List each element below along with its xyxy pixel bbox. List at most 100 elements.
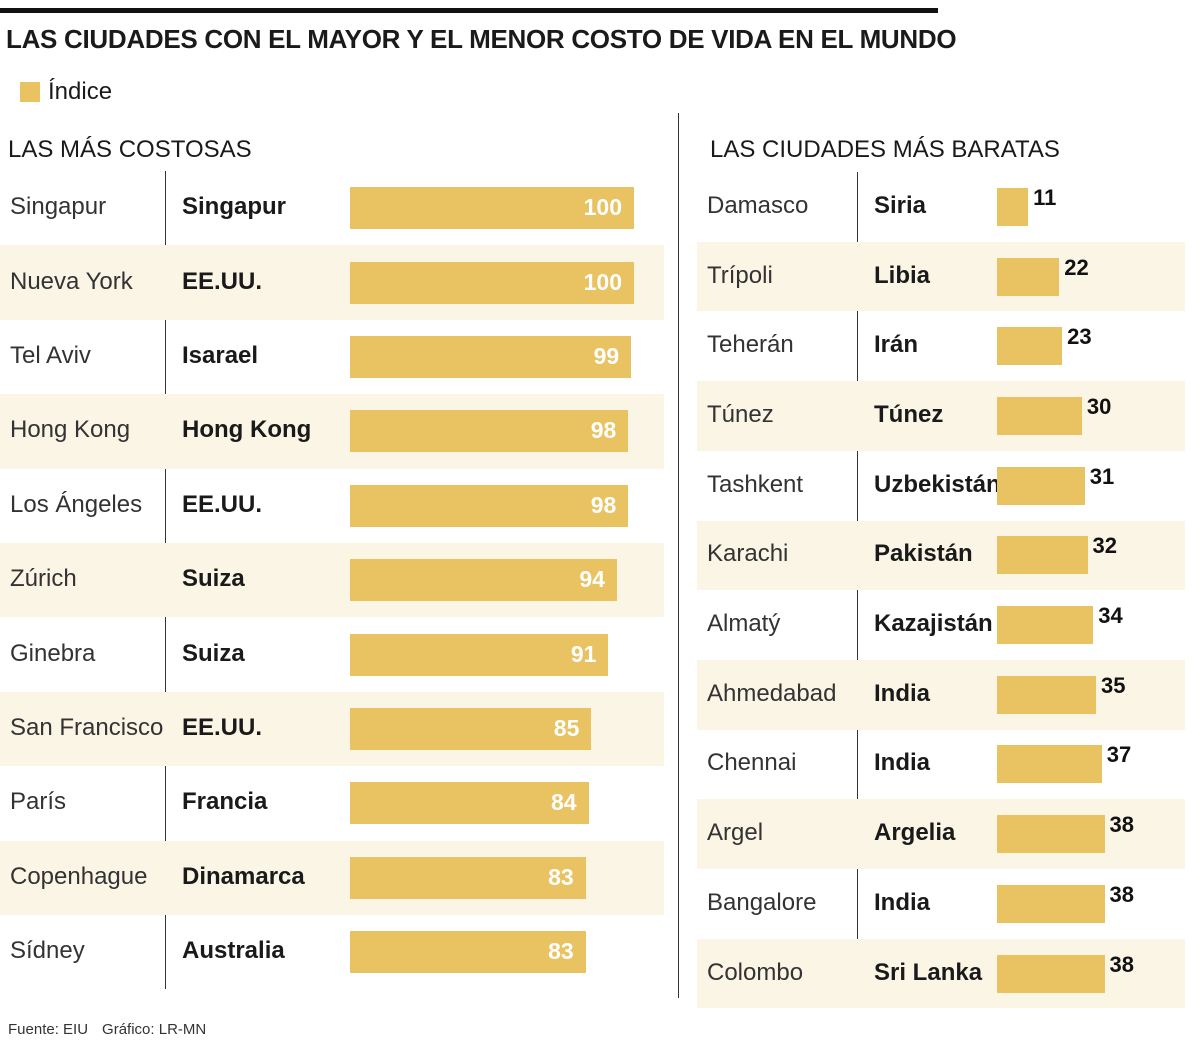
value-label: 94 (579, 566, 605, 593)
value-label: 85 (553, 715, 580, 741)
value-label: 83 (548, 938, 574, 965)
legend: Índice (20, 78, 112, 106)
value-label: 100 (583, 268, 622, 295)
bar (997, 815, 1105, 854)
country-label: Siria (874, 191, 927, 219)
value-label: 34 (1098, 603, 1123, 629)
bar (350, 336, 632, 378)
city-label: Ahmedabad (707, 679, 837, 707)
city-label: Los Ángeles (10, 490, 143, 518)
city-label: Almatý (707, 610, 781, 638)
value-label: 83 (548, 863, 574, 890)
legend-swatch (20, 82, 40, 102)
top-rule (0, 8, 938, 13)
bar (350, 856, 586, 899)
bar (350, 931, 586, 974)
panel-divider (678, 113, 679, 998)
value-label: 38 (1109, 951, 1135, 977)
country-label: India (874, 749, 931, 777)
bar (350, 261, 634, 304)
city-label: Singapur (10, 193, 107, 221)
bar (997, 675, 1097, 714)
right-panel-title: LAS CIUDADES MÁS BARATAS (710, 136, 1060, 163)
footer: Fuente: EIU Gráfico: LR-MN (8, 1021, 206, 1038)
value-label: 38 (1109, 812, 1135, 838)
city-label: Tel Aviv (10, 342, 91, 369)
bar (997, 187, 1029, 226)
country-label: Singapur (182, 193, 287, 221)
country-label: Hong Kong (182, 416, 312, 444)
city-label: Damasco (707, 191, 809, 219)
country-label: Isarael (182, 342, 259, 369)
city-label: Sídney (10, 937, 85, 965)
city-label: Colombo (707, 958, 804, 986)
city-label: Copenhague (10, 862, 148, 890)
country-label: Suiza (182, 639, 245, 667)
bar (997, 257, 1060, 296)
value-label: 38 (1109, 881, 1135, 907)
country-label: Uzbekistán (874, 470, 1001, 498)
legend-label: Índice (48, 78, 113, 105)
country-label: Kazajistán (874, 610, 993, 638)
city-label: Trípoli (707, 261, 773, 289)
bar (997, 327, 1063, 366)
value-label: 23 (1067, 324, 1092, 350)
chart-title: LAS CIUDADES CON EL MAYOR Y EL MENOR COS… (6, 24, 957, 54)
value-label: 11 (1033, 184, 1057, 210)
city-label: Teherán (707, 331, 794, 359)
city-label: Túnez (707, 400, 774, 428)
row-shade (697, 659, 1185, 730)
value-label: 37 (1106, 742, 1132, 768)
value-label: 31 (1089, 463, 1115, 489)
city-label: Tashkent (707, 470, 804, 498)
country-label: Dinamarca (182, 862, 305, 890)
value-label: 98 (590, 417, 617, 444)
value-label: 32 (1092, 533, 1118, 559)
bar (350, 187, 634, 230)
value-label: 35 (1101, 672, 1126, 698)
city-label: Karachi (707, 540, 789, 568)
country-label: EE.UU. (182, 714, 263, 741)
credit-note: Gráfico: LR-MN (102, 1021, 207, 1038)
bar (350, 410, 629, 453)
country-label: Túnez (874, 400, 944, 428)
city-label: Nueva York (10, 267, 133, 295)
country-label: Irán (874, 331, 919, 359)
value-label: 99 (593, 343, 620, 369)
city-label: Ginebra (10, 639, 96, 667)
value-label: 22 (1064, 254, 1089, 280)
row-shade (697, 241, 1185, 312)
value-label: 91 (570, 640, 597, 667)
row-shade (697, 381, 1185, 451)
bar (997, 536, 1088, 575)
city-label: Hong Kong (10, 416, 131, 444)
city-label: Argel (707, 819, 764, 847)
city-label: San Francisco (10, 714, 164, 741)
bar (350, 633, 609, 676)
country-label: EE.UU. (182, 267, 263, 295)
country-label: Suiza (182, 565, 245, 593)
city-label: París (10, 788, 67, 816)
bar (350, 484, 629, 527)
country-label: India (874, 679, 931, 707)
country-label: Argelia (874, 819, 956, 847)
bar (997, 745, 1102, 784)
bar (997, 396, 1082, 435)
country-label: Australia (182, 937, 285, 965)
source-note: Fuente: EIU (8, 1021, 89, 1038)
bar (350, 559, 617, 602)
country-label: Francia (182, 788, 268, 816)
city-label: Bangalore (707, 888, 817, 916)
bar (350, 782, 589, 825)
country-label: India (874, 888, 931, 916)
country-label: Sri Lanka (874, 958, 983, 986)
row-shade (697, 520, 1185, 591)
value-label: 100 (583, 194, 622, 221)
country-label: EE.UU. (182, 490, 263, 518)
left-panel-title: LAS MÁS COSTOSAS (8, 136, 252, 163)
city-label: Zúrich (10, 565, 77, 593)
value-label: 30 (1086, 393, 1112, 419)
bar (997, 606, 1094, 645)
country-label: Pakistán (874, 540, 973, 568)
bar (997, 954, 1105, 993)
